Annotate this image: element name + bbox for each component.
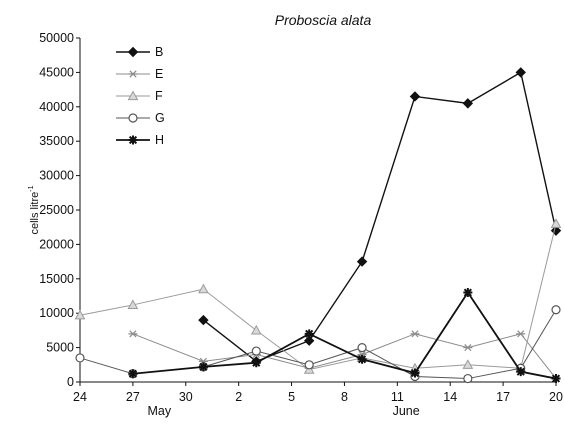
y-tick-label: 45000 <box>39 65 74 79</box>
legend-label: F <box>155 89 163 103</box>
data-point-marker <box>516 330 526 338</box>
x-tick-label: 17 <box>496 390 510 404</box>
data-point-marker <box>551 374 561 384</box>
data-point-marker <box>303 335 315 346</box>
series-line <box>202 71 557 363</box>
y-tick-label: 40000 <box>39 100 74 114</box>
series-G <box>75 305 561 384</box>
data-point-marker <box>251 358 261 368</box>
y-tick-label: 25000 <box>39 203 74 217</box>
data-point-marker <box>128 369 138 379</box>
data-point-marker <box>551 305 561 315</box>
data-point-marker <box>74 309 86 320</box>
y-tick-label: 20000 <box>39 237 74 251</box>
series-layer <box>74 67 562 384</box>
data-point-marker <box>128 135 138 145</box>
x-tick-label: 11 <box>391 390 404 404</box>
data-point-marker <box>410 368 420 378</box>
axes: 0 5000 10000 15000 20000 25000 30000 35000 40000… <box>39 31 563 418</box>
data-point-marker <box>357 343 367 353</box>
data-point-marker <box>75 353 85 363</box>
data-point-marker <box>462 98 474 109</box>
series-F <box>74 218 562 374</box>
y-tick-label: 30000 <box>39 169 74 183</box>
data-point-marker <box>304 329 314 339</box>
legend-label: E <box>155 67 163 81</box>
series-line <box>132 290 557 380</box>
data-point-marker <box>515 67 526 78</box>
x-tick-label: 27 <box>126 390 140 404</box>
data-point-marker <box>463 373 473 384</box>
data-point-marker <box>463 288 473 298</box>
series-B <box>198 67 562 367</box>
legend-label: H <box>155 133 164 147</box>
chart-title: Proboscia alata <box>275 12 372 28</box>
legend-item: H <box>116 133 164 147</box>
series-line <box>79 309 557 380</box>
data-point-marker <box>410 330 420 338</box>
legend-item: E <box>116 67 163 81</box>
data-point-marker <box>128 330 138 338</box>
data-point-marker <box>356 256 368 267</box>
month-label: June <box>393 404 420 418</box>
data-point-marker <box>409 91 421 102</box>
month-label: May <box>148 404 172 418</box>
data-point-marker <box>304 360 314 370</box>
data-point-marker <box>251 346 261 356</box>
x-tick-label: 5 <box>288 390 295 404</box>
data-point-marker <box>128 70 138 78</box>
y-tick-label: 50000 <box>39 31 74 45</box>
data-point-marker <box>250 324 262 335</box>
x-tick-label: 30 <box>179 390 193 404</box>
x-tick-label: 14 <box>443 390 457 404</box>
x-tick-label: 8 <box>341 390 348 404</box>
data-point-marker <box>516 367 526 377</box>
data-point-marker <box>550 218 562 228</box>
data-point-marker <box>128 113 138 123</box>
y-tick-label: 35000 <box>39 134 74 148</box>
data-point-marker <box>127 299 139 310</box>
x-tick-label: 24 <box>73 390 87 404</box>
x-tick-label: 2 <box>235 390 242 404</box>
data-point-marker <box>127 90 139 101</box>
legend-label: G <box>155 111 165 125</box>
legend-item: G <box>116 111 165 125</box>
data-point-marker <box>463 344 473 352</box>
legend-label: B <box>155 45 163 59</box>
legend-item: B <box>116 45 163 59</box>
data-point-marker <box>198 362 208 372</box>
data-point-marker <box>198 283 209 294</box>
series-line <box>132 333 557 379</box>
x-tick-label: 20 <box>549 390 563 404</box>
data-point-marker <box>127 46 139 58</box>
series-H <box>128 288 561 384</box>
legend-item: F <box>116 89 163 103</box>
data-point-marker <box>462 359 474 369</box>
y-tick-label: 0 <box>67 375 74 389</box>
series-E <box>128 330 561 383</box>
series-line <box>79 223 557 371</box>
data-point-marker <box>198 314 209 326</box>
data-point-marker <box>357 354 367 364</box>
y-tick-label: 5000 <box>46 341 74 355</box>
y-tick-label: 15000 <box>39 272 74 286</box>
y-tick-label: 10000 <box>39 306 74 320</box>
y-axis-label: cells litre-1 <box>28 185 41 234</box>
